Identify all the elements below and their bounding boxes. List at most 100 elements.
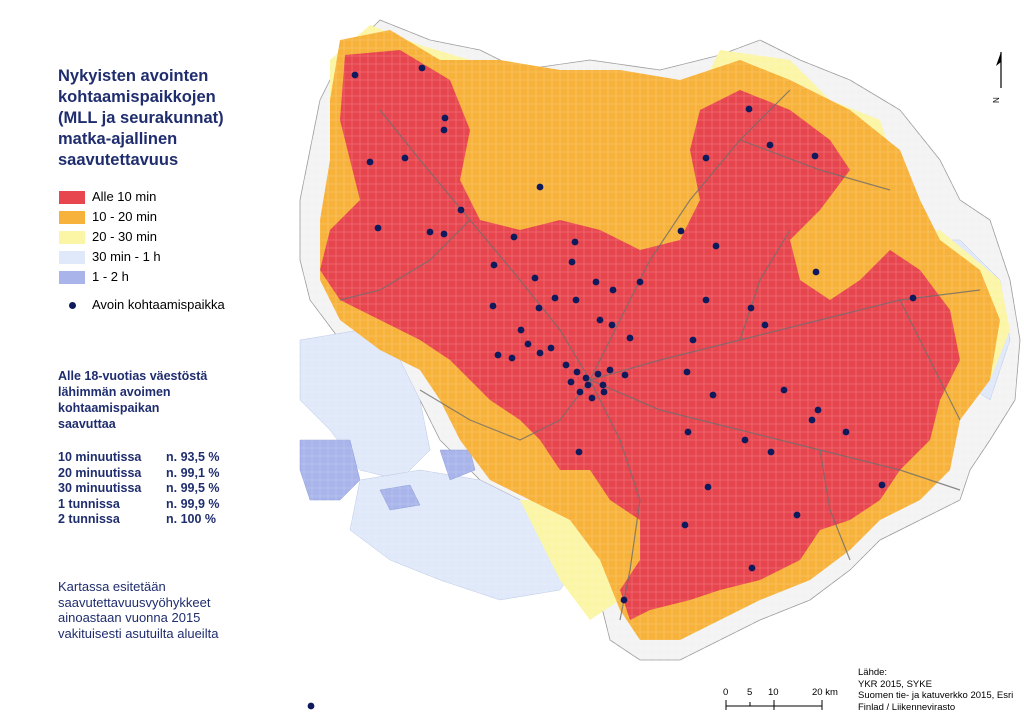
meeting-point xyxy=(575,448,583,456)
meeting-point xyxy=(440,126,448,134)
map-title: Nykyisten avointen kohtaamispaikkojen (M… xyxy=(58,66,278,171)
meeting-point xyxy=(494,351,502,359)
meeting-point xyxy=(588,394,596,402)
meeting-point xyxy=(621,371,629,379)
meeting-point xyxy=(842,428,850,436)
legend-swatch xyxy=(59,231,85,244)
meeting-point xyxy=(594,370,602,378)
note-line: saavutettavuusvyöhykkeet xyxy=(58,594,211,610)
meeting-point xyxy=(814,406,822,414)
meeting-point xyxy=(418,64,426,72)
source-line: Finlad / Liikennevirasto xyxy=(858,701,956,713)
meeting-point xyxy=(811,152,819,160)
stat-row: 30 minuutissa n. 99,5 % xyxy=(58,480,258,496)
scale-label: 0 xyxy=(723,687,729,698)
point-symbol-icon xyxy=(69,302,76,309)
note-line: Kartassa esitetään xyxy=(58,579,166,594)
meeting-point xyxy=(600,388,608,396)
meeting-point xyxy=(689,336,697,344)
legend-swatch xyxy=(59,211,85,224)
stat-label: 1 tunnissa xyxy=(58,496,120,511)
title-line: matka-ajallinen xyxy=(58,130,178,148)
legend-label: 1 - 2 h xyxy=(92,269,129,284)
stat-row: 20 minuutissa n. 99,1 % xyxy=(58,465,258,481)
meeting-point xyxy=(531,274,539,282)
meeting-point xyxy=(878,481,886,489)
meeting-point xyxy=(767,448,775,456)
title-line: kohtaamispaikkojen xyxy=(58,88,216,106)
meeting-point xyxy=(748,564,756,572)
meeting-point xyxy=(812,268,820,276)
meeting-point xyxy=(562,361,570,369)
meeting-point xyxy=(573,368,581,376)
legend-label: Avoin kohtaamispaikka xyxy=(92,297,225,312)
meeting-point xyxy=(535,304,543,312)
north-label: N xyxy=(992,97,1001,103)
meeting-point xyxy=(793,511,801,519)
meeting-point xyxy=(626,334,634,342)
meeting-point xyxy=(567,378,575,386)
stat-label: 30 minuutissa xyxy=(58,481,142,495)
north-arrow-icon: N xyxy=(992,52,1002,103)
stat-label: 2 tunnissa xyxy=(58,512,120,526)
stats-heading-line: lähimmän avoimen xyxy=(58,385,171,399)
meeting-point xyxy=(524,340,532,348)
meeting-point xyxy=(609,286,617,294)
meeting-point xyxy=(489,302,497,310)
meeting-point xyxy=(568,258,576,266)
meeting-point xyxy=(441,114,449,122)
stat-value: n. 99,5 % xyxy=(166,481,220,495)
legend-swatch xyxy=(59,271,85,284)
meeting-point xyxy=(576,388,584,396)
title-line: (MLL ja seurakunnat) xyxy=(58,109,224,127)
meeting-point xyxy=(584,381,592,389)
stat-value: n. 100 % xyxy=(166,512,217,526)
meeting-point xyxy=(547,344,555,352)
stat-value: n. 93,5 % xyxy=(166,450,220,464)
meeting-point xyxy=(457,206,465,214)
stats-heading-line: saavuttaa xyxy=(58,417,116,431)
stat-row: 10 minuutissa n. 93,5 % xyxy=(58,449,258,465)
meeting-point xyxy=(351,71,359,79)
meeting-point xyxy=(761,321,769,329)
meeting-point xyxy=(702,296,710,304)
stats-heading-line: kohtaamispaikan xyxy=(58,401,160,415)
stats-heading-line: Alle 18-vuotias väestöstä xyxy=(58,369,208,383)
meeting-point xyxy=(307,702,315,710)
source-line: Suomen tie- ja katuverkko 2015, Esri xyxy=(858,690,1014,701)
meeting-point xyxy=(572,296,580,304)
title-line: saavutettavuus xyxy=(58,151,179,169)
meeting-point xyxy=(747,304,755,312)
meeting-point xyxy=(536,183,544,191)
meeting-point xyxy=(440,230,448,238)
source-line: YKR 2015, SYKE xyxy=(858,678,932,690)
meeting-point xyxy=(606,366,614,374)
stat-row: 1 tunnissa n. 99,9 % xyxy=(58,496,258,512)
source-text: Lähde: YKR 2015, SYKE Suomen tie- ja kat… xyxy=(858,667,1023,713)
stat-label: 10 minuutissa xyxy=(58,450,142,464)
meeting-point xyxy=(745,105,753,113)
meeting-point xyxy=(909,294,917,302)
meeting-point xyxy=(401,154,409,162)
legend-swatch xyxy=(59,251,85,264)
note-line: vakituisesti asutuilta alueilta xyxy=(58,625,219,641)
meeting-point xyxy=(592,278,600,286)
meeting-point xyxy=(636,278,644,286)
meeting-point xyxy=(551,294,559,302)
source-line: Lähde: xyxy=(858,667,888,678)
stat-label: 20 minuutissa xyxy=(58,465,142,480)
meeting-point xyxy=(517,326,525,334)
legend-label: 20 - 30 min xyxy=(92,229,158,244)
stat-value: n. 99,1 % xyxy=(166,465,220,480)
meeting-point xyxy=(374,224,382,232)
legend-swatch xyxy=(59,191,85,204)
meeting-point xyxy=(766,141,774,149)
scale-label: 20 km xyxy=(812,687,838,698)
meeting-point xyxy=(677,227,685,235)
meeting-point xyxy=(702,154,710,162)
meeting-point xyxy=(596,316,604,324)
meeting-point xyxy=(508,354,516,362)
meeting-point xyxy=(709,391,717,399)
meeting-point xyxy=(490,261,498,269)
legend-label: Alle 10 min xyxy=(92,189,157,204)
